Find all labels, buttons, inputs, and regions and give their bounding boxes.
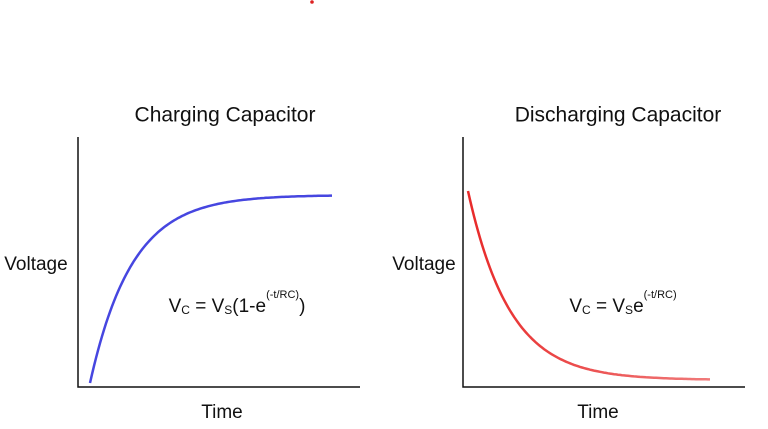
axes bbox=[77, 137, 360, 388]
y-label: Voltage bbox=[392, 254, 455, 275]
formula-sup: (-t/RC) bbox=[266, 289, 299, 301]
x-label: Time bbox=[201, 402, 243, 423]
formula: VC = VS(1-e(-t/RC)) bbox=[169, 289, 306, 317]
formula-text: e bbox=[633, 296, 644, 317]
title: Discharging Capacitor bbox=[515, 104, 722, 127]
formula-text: (1-e bbox=[232, 296, 266, 317]
charging-panel: Charging Capacitor Voltage Time VC = VS(… bbox=[4, 104, 360, 423]
formula-sub: S bbox=[625, 303, 633, 317]
formula-sub: S bbox=[224, 303, 232, 317]
formula-text: V bbox=[569, 296, 582, 317]
curve bbox=[466, 190, 710, 381]
title: Charging Capacitor bbox=[135, 104, 316, 127]
formula-text: = V bbox=[591, 296, 626, 317]
curve bbox=[88, 194, 332, 384]
formula-text: ) bbox=[299, 296, 305, 317]
formula-text: V bbox=[169, 296, 182, 317]
formula: VC = VSe(-t/RC) bbox=[569, 289, 676, 317]
y-label: Voltage bbox=[4, 254, 67, 275]
formula-text: = V bbox=[190, 296, 225, 317]
formula-sub: C bbox=[582, 303, 591, 317]
x-label: Time bbox=[577, 402, 619, 423]
formula-sup: (-t/RC) bbox=[644, 289, 677, 301]
discharging-panel: Discharging Capacitor Voltage Time VC = … bbox=[392, 104, 745, 423]
formula-sub: C bbox=[181, 303, 190, 317]
dot bbox=[310, 0, 314, 4]
axes bbox=[462, 137, 745, 388]
